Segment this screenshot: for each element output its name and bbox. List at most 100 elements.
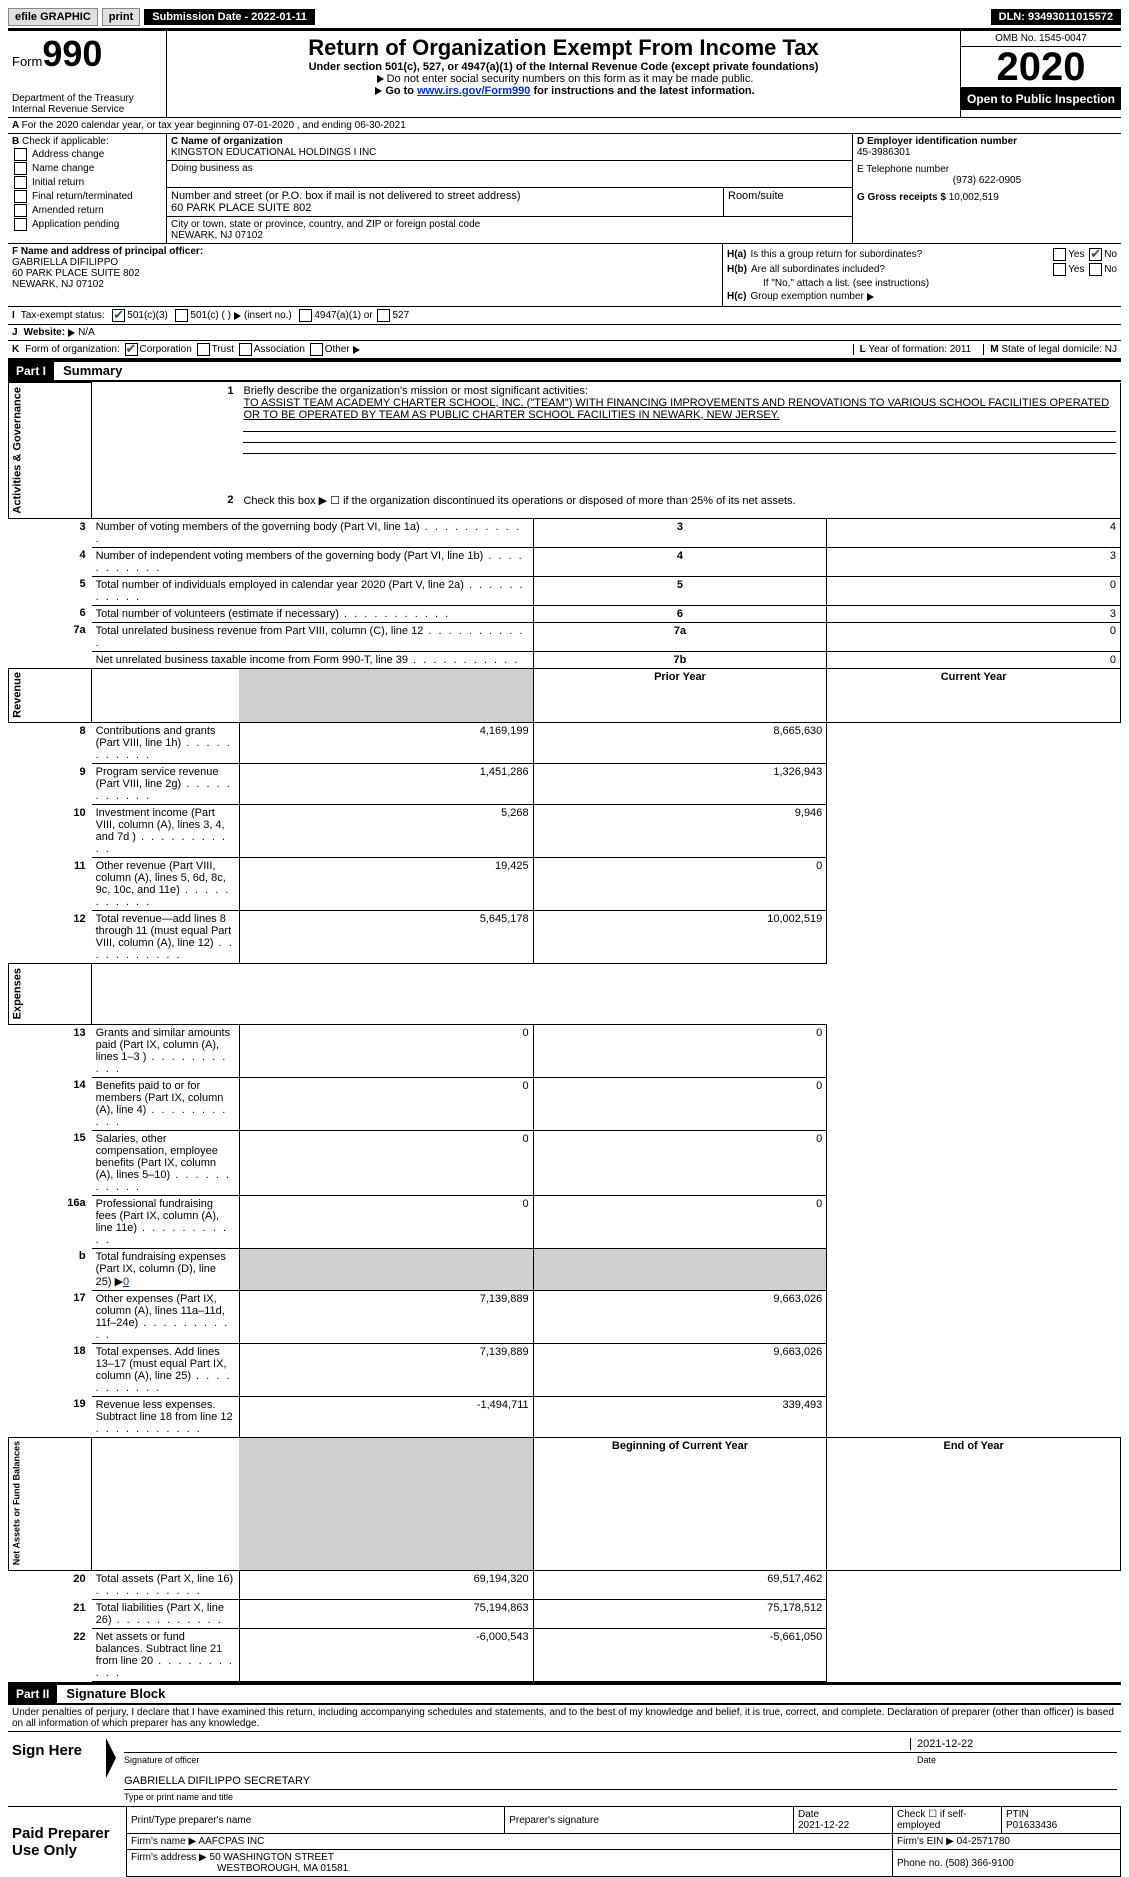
side-netassets: Net Assets or Fund Balances — [9, 1437, 92, 1570]
col-current: Current Year — [827, 668, 1121, 723]
col-h: H(a) Is this a group return for subordin… — [723, 244, 1121, 306]
sig-name-value: GABRIELLA DIFILIPPO SECRETARY — [124, 1775, 310, 1787]
table-row: Net unrelated business taxable income fr… — [9, 651, 1121, 668]
b-check-item: Application pending — [12, 218, 162, 231]
row-k-lm: K Form of organization: Corporation Trus… — [8, 341, 1121, 361]
hb-no-checkbox[interactable] — [1089, 263, 1102, 276]
sig-date-label: Date — [917, 1755, 1117, 1765]
b-checkbox[interactable] — [14, 148, 27, 161]
b-check-item: Address change — [12, 148, 162, 161]
d-phone-value: (973) 622-0905 — [857, 175, 1117, 186]
table-row: 5Total number of individuals employed in… — [9, 576, 1121, 605]
arrow-icon — [375, 87, 382, 95]
b-checkbox[interactable] — [14, 204, 27, 217]
ha-no-checkbox[interactable] — [1089, 248, 1102, 261]
hb-yes-checkbox[interactable] — [1053, 263, 1066, 276]
side-expenses: Expenses — [9, 964, 92, 1024]
dln-label: DLN: 93493011015572 — [991, 9, 1121, 25]
c-city-label: City or town, state or province, country… — [171, 219, 480, 230]
table-row: 11Other revenue (Part VIII, column (A), … — [9, 858, 1121, 911]
col-begin: Beginning of Current Year — [533, 1437, 827, 1570]
c-name-label: C Name of organization — [171, 136, 283, 147]
sig-officer-label: Signature of officer — [124, 1755, 917, 1765]
ha-yes-checkbox[interactable] — [1053, 248, 1066, 261]
hc-text: Group exemption number — [750, 291, 863, 302]
k-trust-checkbox[interactable] — [197, 343, 210, 356]
i-527-checkbox[interactable] — [377, 309, 390, 322]
b-check-item: Initial return — [12, 176, 162, 189]
arrow-icon — [867, 293, 874, 301]
print-button[interactable]: print — [102, 8, 140, 26]
form-number: 990 — [42, 33, 102, 74]
paid-date: 2021-12-22 — [798, 1820, 849, 1831]
form-header: Form990 Department of the Treasury Inter… — [8, 28, 1121, 118]
table-row: 4Number of independent voting members of… — [9, 547, 1121, 576]
part2-label: Part II — [8, 1685, 57, 1703]
d-ein-value: 45-3986301 — [857, 147, 1117, 158]
c-room-label: Room/suite — [724, 188, 852, 216]
firm-name: AAFCPAS INC — [198, 1836, 264, 1847]
line2-text: Check this box ▶ ☐ if the organization d… — [239, 492, 1120, 518]
b-checkbox[interactable] — [14, 176, 27, 189]
top-bar: efile GRAPHIC print Submission Date - 20… — [8, 8, 1121, 26]
table-row: 19Revenue less expenses. Subtract line 1… — [9, 1396, 1121, 1437]
b-check-item: Final return/terminated — [12, 190, 162, 203]
row-j: J Website: N/A — [8, 325, 1121, 341]
arrow-icon — [353, 346, 360, 354]
summary-table: Activities & Governance 1 Briefly descri… — [8, 382, 1121, 1682]
b-checkbox[interactable] — [14, 190, 27, 203]
line16b-val[interactable]: 0 — [123, 1276, 129, 1288]
table-row: 17Other expenses (Part IX, column (A), l… — [9, 1290, 1121, 1343]
k-assoc-checkbox[interactable] — [239, 343, 252, 356]
b-check-item: Amended return — [12, 204, 162, 217]
hb-text: Are all subordinates included? — [751, 264, 885, 275]
i-4947-checkbox[interactable] — [299, 309, 312, 322]
hb-label: H(b) — [727, 264, 747, 275]
note2-link[interactable]: www.irs.gov/Form990 — [417, 85, 530, 97]
col-prior: Prior Year — [533, 668, 827, 723]
efile-label: efile GRAPHIC — [8, 8, 98, 26]
i-501c-checkbox[interactable] — [175, 309, 188, 322]
sig-name-label: Type or print name and title — [124, 1792, 1117, 1802]
firm-addr2: WESTBOROUGH, MA 01581 — [131, 1863, 348, 1874]
note1: Do not enter social security numbers on … — [387, 73, 754, 85]
table-row: 7aTotal unrelated business revenue from … — [9, 622, 1121, 651]
part1-label: Part I — [8, 362, 54, 380]
part2-title: Signature Block — [66, 1686, 165, 1701]
paid-col2: Preparer's signature — [505, 1807, 794, 1834]
sign-block: Sign Here 2021-12-22 Signature of office… — [8, 1732, 1121, 1806]
col-f: F Name and address of principal officer:… — [8, 244, 723, 306]
col-b: B Check if applicable: Address changeNam… — [8, 134, 167, 243]
form-prefix: Form — [12, 54, 42, 69]
ha-label: H(a) — [727, 249, 746, 260]
section-bcd: B Check if applicable: Address changeNam… — [8, 134, 1121, 244]
note2-pre: Go to — [385, 85, 417, 97]
hc-label: H(c) — [727, 291, 746, 302]
row-a-text: For the 2020 calendar year, or tax year … — [22, 120, 406, 131]
table-row: 14Benefits paid to or for members (Part … — [9, 1077, 1121, 1130]
tax-year: 2020 — [961, 47, 1121, 88]
b-checkbox[interactable] — [14, 162, 27, 175]
table-row: 10Investment income (Part VIII, column (… — [9, 805, 1121, 858]
row-a: A For the 2020 calendar year, or tax yea… — [8, 118, 1121, 134]
f-label: F Name and address of principal officer: — [12, 246, 203, 257]
col-c: C Name of organization KINGSTON EDUCATIO… — [167, 134, 852, 243]
table-row: 6Total number of volunteers (estimate if… — [9, 605, 1121, 622]
line16b-desc: Total fundraising expenses (Part IX, col… — [96, 1251, 226, 1288]
arrow-icon — [377, 75, 384, 83]
note2-post: for instructions and the latest informat… — [530, 85, 754, 97]
b-checkbox[interactable] — [14, 218, 27, 231]
table-row: 8Contributions and grants (Part VIII, li… — [9, 723, 1121, 764]
arrow-icon — [234, 312, 241, 320]
declaration: Under penalties of perjury, I declare th… — [8, 1705, 1121, 1732]
table-row: 15Salaries, other compensation, employee… — [9, 1130, 1121, 1195]
i-501c3-checkbox[interactable] — [112, 309, 125, 322]
k-other-checkbox[interactable] — [310, 343, 323, 356]
f-line1: GABRIELLA DIFILIPPO — [12, 257, 118, 268]
table-row: 22Net assets or fund balances. Subtract … — [9, 1629, 1121, 1682]
table-row: 21Total liabilities (Part X, line 26)75,… — [9, 1600, 1121, 1629]
firm-ein: 04-2571780 — [957, 1836, 1010, 1847]
k-corp-checkbox[interactable] — [125, 343, 138, 356]
submission-date: Submission Date - 2022-01-11 — [144, 9, 315, 25]
d-gross-label: G Gross receipts $ — [857, 192, 946, 203]
